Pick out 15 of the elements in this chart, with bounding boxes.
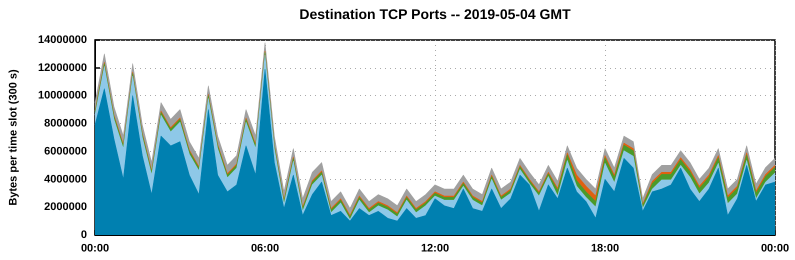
y-tick-label: 0 xyxy=(80,229,87,241)
x-tick-label: 12:00 xyxy=(420,242,450,254)
x-tick-label: 00:00 xyxy=(80,242,110,254)
y-tick-label: 4000000 xyxy=(44,173,87,186)
x-tick-label: 06:00 xyxy=(250,242,280,254)
x-tick-label: 00:00 xyxy=(760,242,790,254)
y-tick-label: 6000000 xyxy=(44,145,87,158)
y-tick-label: 10000000 xyxy=(38,90,87,102)
y-tick-label: 2000000 xyxy=(44,201,87,214)
x-tick-label: 18:00 xyxy=(590,242,620,254)
chart-title: Destination TCP Ports -- 2019-05-04 GMT xyxy=(299,6,572,22)
y-tick-label: 12000000 xyxy=(38,62,87,74)
y-axis-title: Bytes per time slot (300 s) xyxy=(8,69,20,206)
y-tick-label: 14000000 xyxy=(38,34,87,46)
y-tick-label: 8000000 xyxy=(44,118,87,130)
